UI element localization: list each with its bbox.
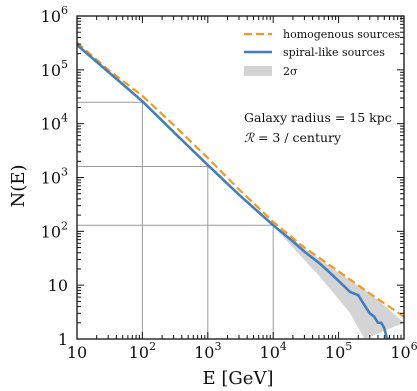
legend-label-series-3: 2σ — [283, 65, 298, 78]
y-tick-label-5: 104 — [41, 112, 68, 134]
legend-label-series-1: homogenous sources — [283, 28, 401, 41]
y-tick-label-7: 106 — [41, 4, 68, 26]
legend: homogenous sources spiral-like sources 2σ — [244, 28, 401, 78]
y-tick-label-3-base: 10 — [41, 222, 61, 241]
legend-label-series-2: spiral-like sources — [283, 46, 385, 59]
x-tick-label-6: 106 — [390, 340, 417, 362]
x-tick-label-4-base: 10 — [260, 343, 280, 362]
x-tick-label-1-base: 10 — [67, 343, 87, 362]
y-tick-label-7-exponent: 6 — [61, 4, 68, 17]
series-2-line — [77, 43, 390, 339]
x-tick-label-5: 105 — [325, 340, 352, 362]
y-tick-label-6: 105 — [41, 58, 68, 80]
x-tick-label-3-base: 10 — [194, 343, 214, 362]
y-tick-label-2: 10 — [48, 276, 68, 295]
x-tick-label-6-base: 10 — [390, 343, 410, 362]
y-tick-label-3: 102 — [41, 219, 68, 241]
series-1-line — [77, 41, 404, 318]
x-tick-label-1: 10 — [67, 343, 87, 362]
y-tick-label-5-exponent: 4 — [61, 112, 68, 125]
x-tick-label-3: 103 — [194, 340, 221, 362]
y-tick-label-5-base: 10 — [41, 115, 61, 134]
y-tick-label-4: 103 — [41, 166, 68, 188]
tick-marks — [76, 15, 405, 340]
annotation-rate-symbol: ℛ — [244, 130, 255, 145]
annotation-box: Galaxy radius = 15 kpc ℛ = 3 / century — [244, 110, 392, 145]
annotation-rate: ℛ = 3 / century — [244, 130, 342, 145]
y-tick-label-2-base: 10 — [48, 276, 68, 295]
annotation-rate-text: = 3 / century — [254, 130, 342, 145]
y-tick-label-4-exponent: 3 — [61, 166, 68, 179]
x-tick-label-2-exponent: 2 — [149, 340, 156, 353]
x-tick-label-3-exponent: 3 — [214, 340, 221, 353]
x-tick-label-5-exponent: 5 — [345, 340, 352, 353]
x-tick-label-5-base: 10 — [325, 343, 345, 362]
y-tick-label-7-base: 10 — [41, 7, 61, 26]
x-tick-label-2: 102 — [129, 340, 156, 362]
x-axis-title: E [GeV] — [203, 368, 274, 389]
x-tick-label-4-exponent: 4 — [280, 340, 287, 353]
legend-swatch-sigma-band — [244, 66, 272, 76]
x-tick-labels: 10 102 103 104 105 106 — [67, 340, 417, 362]
x-tick-label-2-base: 10 — [129, 343, 149, 362]
reference-lines — [77, 101, 274, 339]
y-tick-label-6-base: 10 — [41, 61, 61, 80]
series-lines — [77, 41, 404, 339]
y-tick-label-1-base: 1 — [58, 330, 68, 349]
y-tick-label-4-base: 10 — [41, 169, 61, 188]
x-tick-label-6-exponent: 6 — [411, 340, 417, 353]
annotation-galaxy-radius: Galaxy radius = 15 kpc — [244, 110, 392, 125]
y-tick-label-1: 1 — [58, 330, 68, 349]
y-tick-label-3-exponent: 2 — [61, 219, 68, 232]
y-tick-label-6-exponent: 5 — [61, 58, 68, 71]
y-axis-title: N(E) — [8, 165, 29, 208]
x-tick-label-4: 104 — [260, 340, 287, 362]
